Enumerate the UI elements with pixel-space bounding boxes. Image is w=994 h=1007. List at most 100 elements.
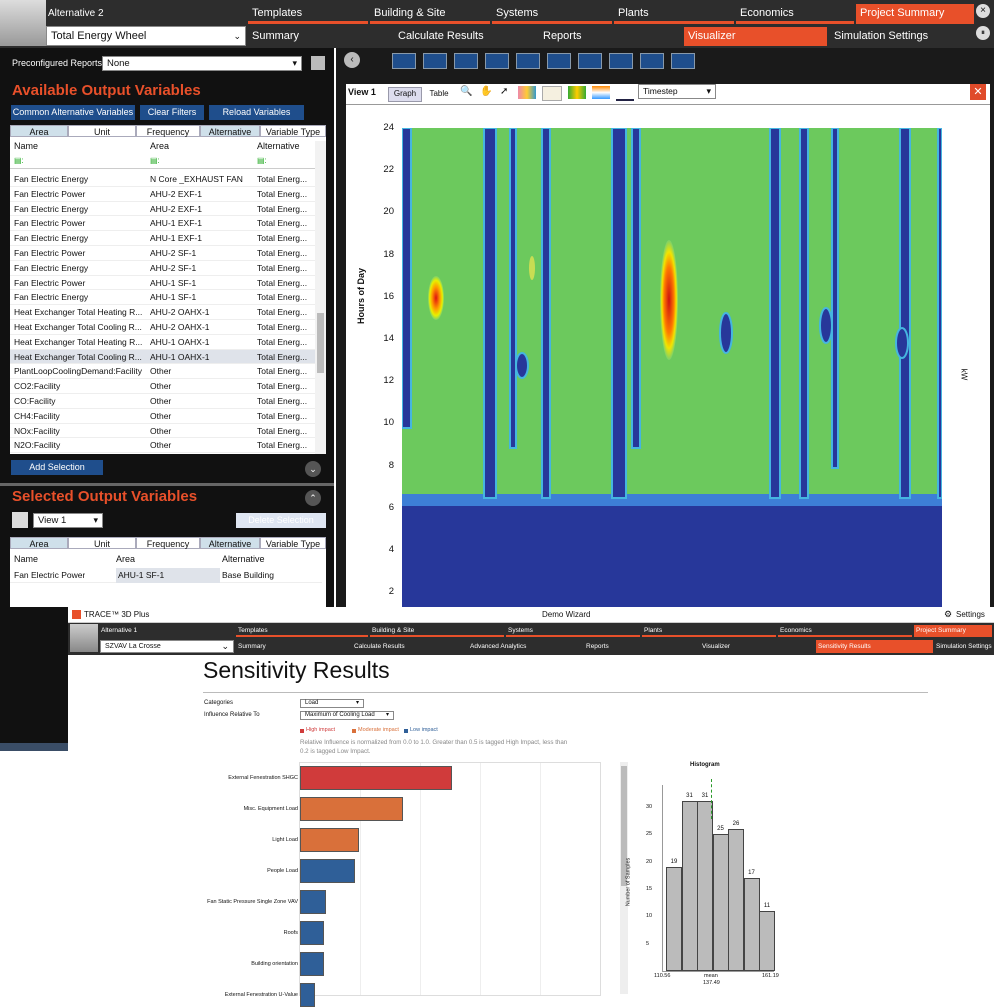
layout-7-icon[interactable] [578,53,602,69]
layout-8-icon[interactable] [609,53,633,69]
bar-7[interactable] [300,952,325,976]
layout-9-icon[interactable] [640,53,664,69]
group-header[interactable]: Unit [68,537,136,549]
layout-6-icon[interactable] [547,53,571,69]
bar-6[interactable] [300,921,325,945]
column-header[interactable]: Name [14,554,39,564]
tab-templates[interactable]: Templates [252,7,303,19]
delete-selection-button[interactable]: Delete Selection [236,513,326,528]
bar-3[interactable] [300,828,360,852]
line-chart-icon[interactable] [616,86,634,101]
tab-reports[interactable]: Reports [586,643,609,650]
tab-reports[interactable]: Reports [543,30,582,42]
filter-icon[interactable]: ▤: [257,156,267,165]
group-header[interactable]: Variable Type [260,537,326,549]
table-row[interactable]: Heat Exchanger Total Heating R... AHU-1 O… [10,335,322,350]
layout-5-icon[interactable] [516,53,540,69]
settings-link[interactable]: Settings [956,610,985,619]
banded-chart-icon[interactable] [592,86,610,99]
tab-project-summary[interactable]: Project Summary [856,4,974,22]
chevron-down-icon[interactable]: ⌄ [305,461,321,477]
close-icon[interactable]: × [976,4,990,18]
preconfigured-dropdown[interactable]: None ▾ [102,56,302,71]
zoom-icon[interactable]: 🔍 [460,86,473,97]
tab-plants[interactable]: Plants [644,627,663,634]
layout-3-icon[interactable] [454,53,478,69]
layout-1-icon[interactable] [392,53,416,69]
table-row[interactable]: Fan Electric Power AHU-2 EXF-1 Total Energ… [10,187,322,202]
table-row[interactable]: Fan Electric Power AHU-1 EXF-1 Total Energ… [10,216,322,232]
scrollbar-thumb[interactable] [317,313,324,373]
column-header[interactable]: Area [150,141,170,151]
column-header[interactable]: Alternative [222,554,265,564]
scenario-dropdown[interactable]: Total Energy Wheel ⌄ [46,26,246,46]
histogram-bar[interactable] [728,828,744,971]
scrollbar-thumb[interactable] [621,766,627,886]
group-header[interactable]: Area [10,125,68,137]
histogram-bar[interactable] [759,910,775,971]
tab-advanced-analytics[interactable]: Advanced Analytics [470,643,527,650]
table-row[interactable]: N2O:Facility Other Total Energ... [10,438,322,454]
influence-dropdown[interactable]: Maximum of Cooling Load ▾ [300,711,394,720]
gear-icon[interactable]: ⚙ [944,609,953,619]
scrollbar[interactable] [620,762,628,994]
scenario-dropdown[interactable]: SZVAV La Crosse ⌄ [100,640,234,653]
clear-filters-button[interactable]: Clear Filters [140,105,204,120]
layout-2-icon[interactable] [423,53,447,69]
histogram-bar[interactable] [712,834,729,971]
layout-4-icon[interactable] [485,53,509,69]
bar-2[interactable] [300,797,404,821]
tab-graph[interactable]: Graph [388,87,422,102]
bar-1[interactable] [300,766,452,790]
scatter-icon[interactable] [542,86,562,101]
tab-building-site[interactable]: Building & Site [374,7,446,19]
scrollbar[interactable] [315,141,326,454]
save-icon[interactable] [311,56,325,70]
tab-visualizer[interactable]: Visualizer [684,27,827,46]
table-row[interactable]: Fan Electric Power AHU-1 SF-1 Base Build… [10,568,322,583]
table-row[interactable]: Fan Electric Power AHU-1 SF-1 Total Energ.… [10,276,322,291]
group-header[interactable]: Alternative [200,125,260,137]
group-header[interactable]: Frequency [136,537,200,549]
group-header[interactable]: Unit [68,125,136,137]
table-row[interactable]: Fan Electric Energy AHU-2 EXF-1 Total Ener… [10,202,322,217]
close-icon[interactable]: ✕ [970,84,986,100]
tab-project-summary[interactable]: Project Summary [914,625,992,636]
tab-building-site[interactable]: Building & Site [372,627,415,634]
table-row[interactable]: CO2:Facility Other Total Energ... [10,379,322,394]
tab-economics[interactable]: Economics [740,7,794,19]
histogram-bar[interactable] [666,867,682,971]
table-row[interactable]: Fan Electric Energy N Core _EXHAUST FAN To… [10,172,322,187]
table-row[interactable]: CO:Facility Other Total Energ... [10,394,322,409]
add-selection-button[interactable]: Add Selection [11,460,103,475]
bar-4[interactable] [300,859,355,883]
grid-view-icon[interactable] [12,512,28,528]
table-row[interactable]: NOx:Facility Other Total Energ... [10,424,322,439]
back-arrow-icon[interactable]: ‹ [344,52,360,68]
pan-hand-icon[interactable]: ✋ [480,86,493,97]
tab-table[interactable]: Table [429,89,449,98]
common-variables-button[interactable]: Common Alternative Variables [11,105,135,120]
tab-sensitivity-results[interactable]: Sensitivity Results [816,640,933,653]
table-row[interactable]: Heat Exchanger Total Heating R... AHU-2 O… [10,305,322,320]
group-header[interactable]: Area [10,537,68,549]
column-header[interactable]: Name [14,141,39,151]
pause-icon[interactable]: ⏸ [976,26,990,40]
group-header[interactable]: Alternative [200,537,260,549]
chevron-up-icon[interactable]: ⌃ [305,490,321,506]
bar-5[interactable] [300,890,326,914]
group-header[interactable]: Frequency [136,125,200,137]
table-row[interactable]: Fan Electric Energy AHU-1 SF-1 Total Energ… [10,290,322,306]
table-row[interactable]: PlantLoopCoolingDemand:Facility Other Tota… [10,364,322,380]
table-row[interactable]: Heat Exchanger Total Cooling R... AHU-2 O… [10,320,322,335]
tab-calculate-results[interactable]: Calculate Results [398,30,484,42]
table-row[interactable]: Fan Electric Energy AHU-2 SF-1 Total Energ… [10,261,322,276]
filter-icon[interactable]: ▤: [14,156,24,165]
column-header[interactable]: Alternative [257,141,300,151]
tab-templates[interactable]: Templates [238,627,268,634]
bar-chart-icon[interactable] [518,86,536,99]
tab-simulation-settings[interactable]: Simulation Settings [834,30,929,42]
table-row[interactable]: CH4:Facility Other Total Energ... [10,409,322,424]
reload-variables-button[interactable]: Reload Variables [209,105,304,120]
view-dropdown[interactable]: View 1 ▾ [33,513,103,528]
